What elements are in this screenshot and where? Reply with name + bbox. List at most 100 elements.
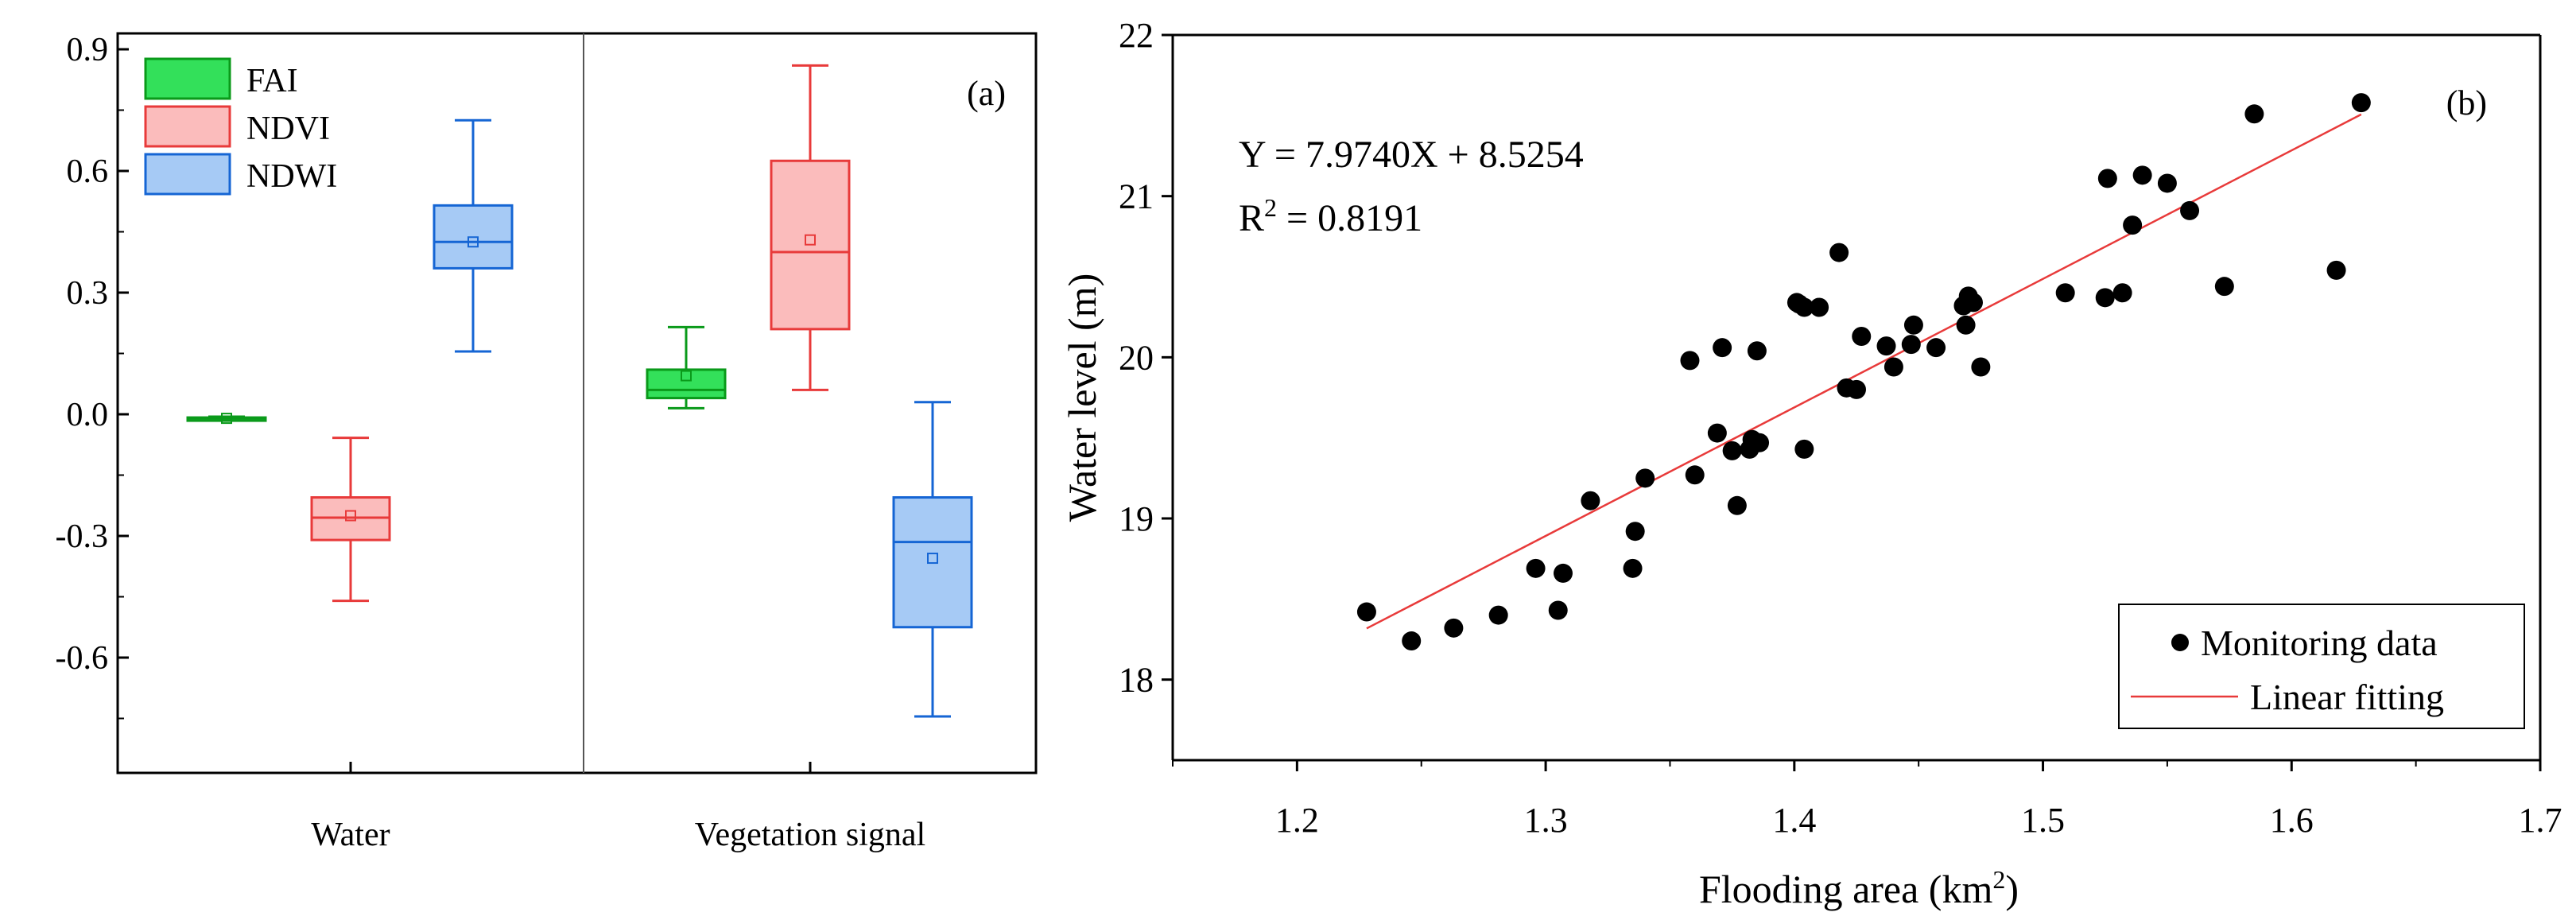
plot-frame-a bbox=[116, 32, 1038, 774]
box-series bbox=[186, 64, 973, 718]
data-point bbox=[1956, 315, 1976, 335]
y-tick-label-b: 18 bbox=[1119, 661, 1154, 700]
data-point bbox=[1623, 558, 1643, 578]
y-tick-label-b: 19 bbox=[1119, 499, 1154, 538]
data-point bbox=[1444, 618, 1464, 638]
box-iqr bbox=[646, 368, 727, 400]
data-point bbox=[1356, 602, 1376, 622]
data-point bbox=[1847, 379, 1866, 399]
fit-line-group bbox=[1366, 113, 2362, 630]
x-tick-label-b: 1.7 bbox=[2519, 801, 2562, 840]
y-axis-a: -0.6 -0.3 0.0 0.3 0.6 0.9 bbox=[56, 32, 129, 720]
x-axis-a: Water Vegetation signal bbox=[311, 762, 925, 853]
panel-label-a: (a) bbox=[967, 74, 1006, 113]
data-point bbox=[2157, 173, 2177, 193]
legend-label-ndvi: NDVI bbox=[246, 111, 330, 147]
y-axis-b: 18 19 20 21 22 bbox=[1119, 16, 1173, 700]
data-point bbox=[1794, 297, 1814, 317]
x-tick-label-b: 1.5 bbox=[2021, 801, 2065, 840]
legend-label-fit: Linear fitting bbox=[2250, 677, 2444, 717]
data-point bbox=[1526, 558, 1546, 578]
legend-swatch-ndwi bbox=[144, 153, 231, 196]
y-tick-label-a: 0.9 bbox=[67, 32, 109, 68]
data-point bbox=[1901, 335, 1921, 355]
box-fai-vegetation bbox=[646, 325, 727, 410]
r-squared-main: R bbox=[1239, 197, 1264, 239]
data-point bbox=[2180, 200, 2200, 220]
y-tick-label-a: -0.6 bbox=[56, 640, 109, 677]
x-tick-label-b: 1.4 bbox=[1772, 801, 1816, 840]
y-tick-label-a: 0.6 bbox=[67, 153, 109, 190]
data-point bbox=[1625, 522, 1645, 542]
y-tick-label-a: -0.3 bbox=[56, 518, 109, 555]
legend-label-monitoring: Monitoring data bbox=[2201, 623, 2438, 663]
data-point bbox=[1635, 468, 1655, 488]
mean-marker bbox=[345, 510, 356, 522]
data-point bbox=[1680, 351, 1700, 371]
mean-marker bbox=[927, 553, 938, 565]
x-tick-label-b: 1.3 bbox=[1524, 801, 1568, 840]
r-squared-sup: 2 bbox=[1264, 193, 1277, 222]
data-point bbox=[1884, 357, 1903, 377]
y-axis-title-b: Water level (m) bbox=[1060, 274, 1104, 522]
x-axis-title-main: Flooding area (km bbox=[1699, 867, 1992, 911]
legend-frame-b bbox=[2118, 604, 2525, 729]
mean-marker bbox=[467, 236, 479, 248]
box-ndvi-water bbox=[310, 437, 391, 603]
data-point bbox=[1794, 439, 1814, 459]
data-point bbox=[2244, 104, 2264, 124]
box-plot-panel-a: -0.6 -0.3 0.0 0.3 0.6 0.9 Water Vegetation sig… bbox=[56, 32, 1038, 853]
y-tick-label-b: 21 bbox=[1119, 177, 1154, 216]
y-tick-label-b: 22 bbox=[1119, 16, 1154, 55]
data-point bbox=[1707, 423, 1727, 443]
legend-b: Monitoring data Linear fitting bbox=[2118, 604, 2525, 729]
scatter-panel-b: 18 19 20 21 22 1.2 1.3 1.4 1.5 1.6 1.7 Water leve… bbox=[1060, 16, 2562, 911]
data-point bbox=[1713, 338, 1732, 358]
y-tick-label-a: 0.3 bbox=[67, 275, 109, 312]
data-point bbox=[1727, 495, 1747, 515]
data-point bbox=[1685, 465, 1705, 485]
data-point bbox=[2123, 215, 2143, 235]
data-point bbox=[1852, 326, 1872, 346]
x-axis-b: 1.2 1.3 1.4 1.5 1.6 1.7 bbox=[1172, 760, 2562, 840]
data-point bbox=[2097, 169, 2117, 188]
x-tick-label-b: 1.6 bbox=[2270, 801, 2314, 840]
data-point bbox=[2112, 283, 2132, 303]
scatter-points bbox=[1356, 93, 2371, 651]
x-axis-title-end: ) bbox=[2005, 867, 2019, 911]
y-tick-label-a: 0.0 bbox=[67, 397, 109, 433]
data-point bbox=[2326, 260, 2346, 280]
legend-a: FAI NDVI NDWI bbox=[144, 57, 337, 196]
box-ndwi-water bbox=[433, 118, 514, 353]
regression-equation: Y = 7.9740X + 8.5254 bbox=[1239, 134, 1584, 176]
box-ndvi-vegetation bbox=[770, 64, 851, 391]
x-tick-label-a: Vegetation signal bbox=[695, 817, 925, 853]
linear-fit-line bbox=[1366, 113, 2362, 630]
legend-swatch-fai bbox=[144, 57, 231, 100]
mean-marker bbox=[221, 413, 232, 425]
x-tick-label-a: Water bbox=[311, 817, 390, 853]
data-point bbox=[1750, 433, 1770, 452]
data-point bbox=[2351, 93, 2371, 113]
data-point bbox=[1553, 563, 1573, 583]
data-point bbox=[2214, 277, 2234, 297]
data-point bbox=[1581, 491, 1600, 510]
y-tick-label-b: 20 bbox=[1119, 338, 1154, 377]
data-point bbox=[1402, 631, 1422, 651]
data-point bbox=[1810, 297, 1829, 317]
mean-marker bbox=[681, 370, 692, 382]
data-point bbox=[1829, 243, 1849, 262]
data-point bbox=[1876, 336, 1896, 356]
r-squared: R2 = 0.8191 bbox=[1239, 193, 1422, 239]
data-point bbox=[2132, 165, 2152, 185]
r-squared-value: = 0.8191 bbox=[1277, 197, 1422, 239]
data-point bbox=[1548, 600, 1568, 620]
panel-label-b: (b) bbox=[2446, 83, 2487, 122]
legend-label-fai: FAI bbox=[246, 63, 298, 99]
data-point bbox=[1488, 605, 1508, 625]
data-point bbox=[1963, 293, 1983, 312]
box-fai-water bbox=[186, 413, 267, 425]
x-tick-label-b: 1.2 bbox=[1275, 801, 1319, 840]
legend-swatch-ndvi bbox=[144, 105, 231, 148]
